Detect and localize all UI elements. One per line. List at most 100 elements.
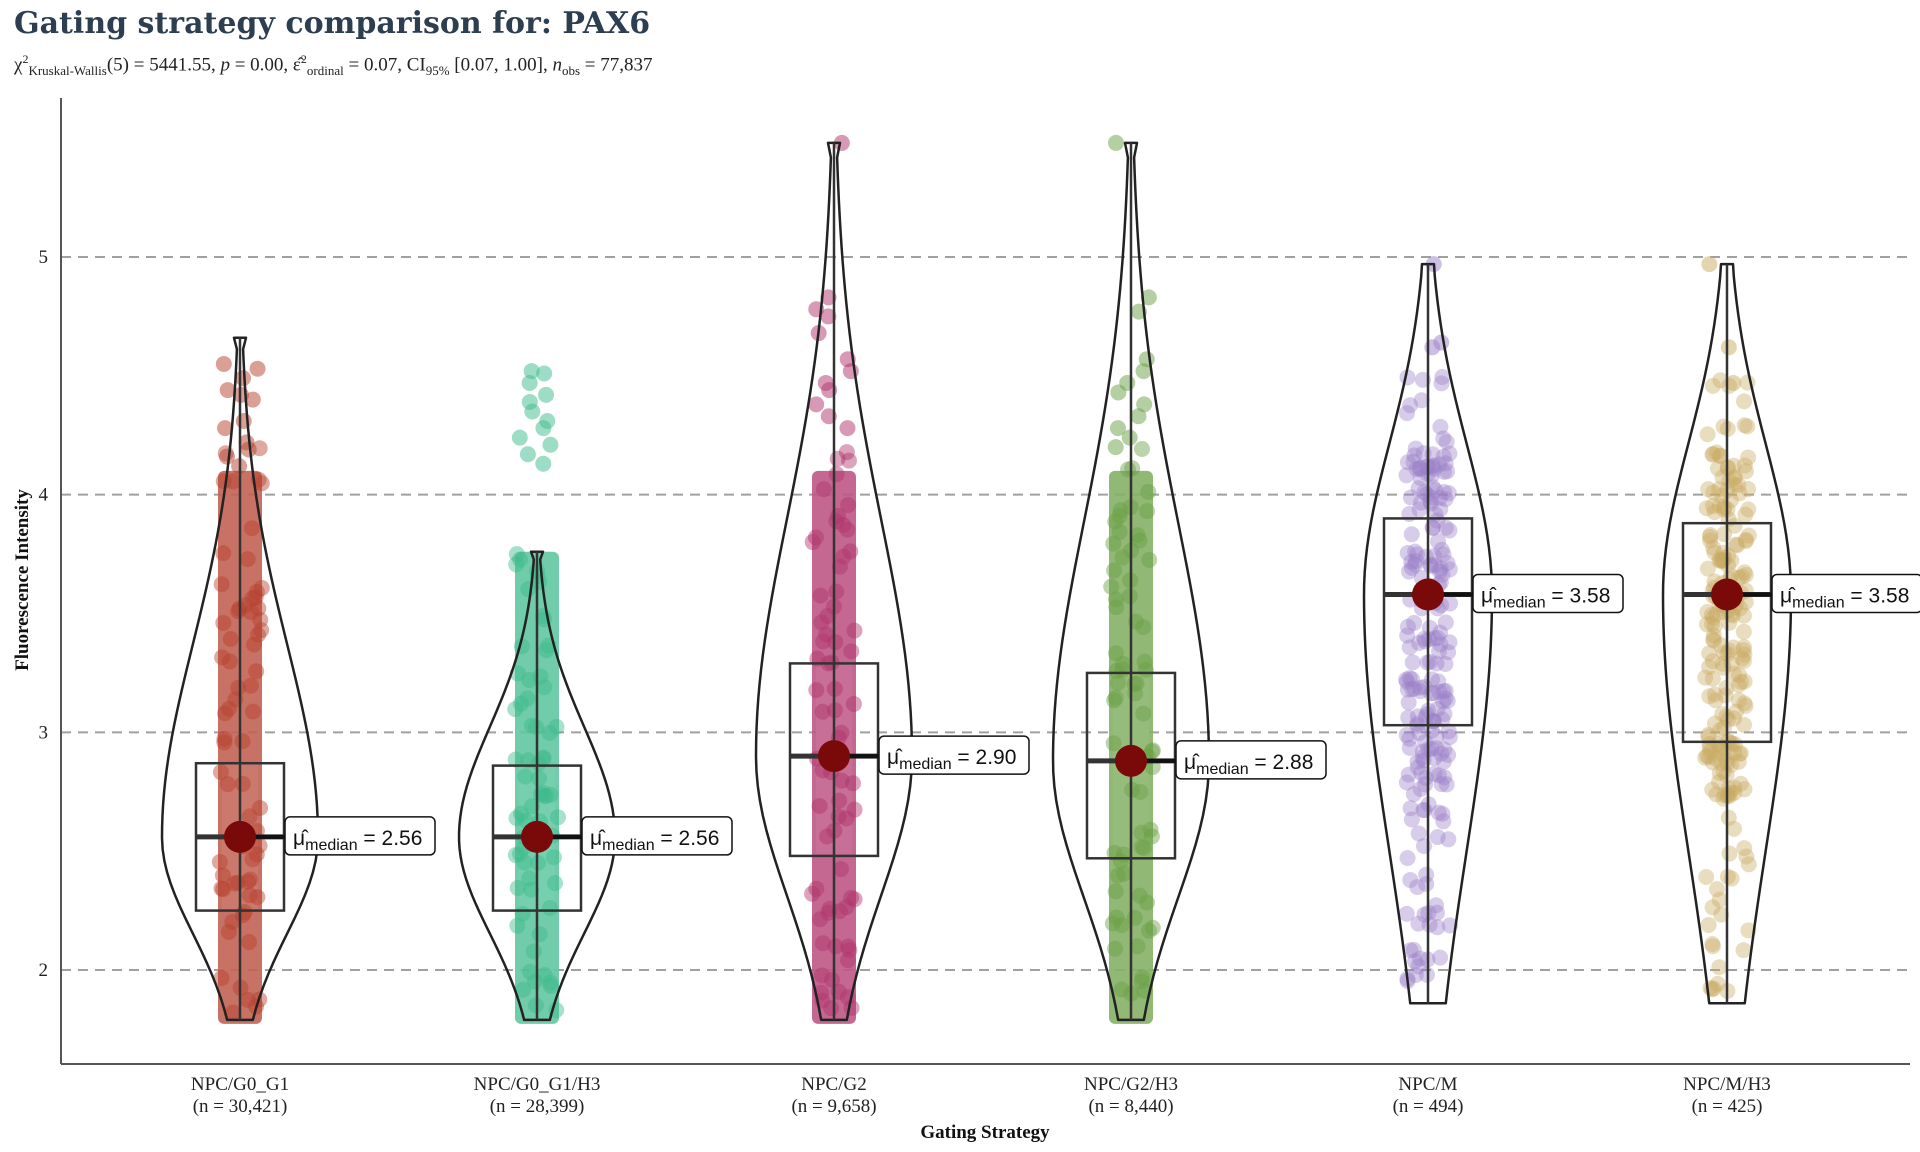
data-point [542,786,559,803]
data-point [545,849,562,866]
data-point [1401,670,1418,687]
data-point [214,649,231,666]
data-point [1422,489,1439,506]
data-point [1435,753,1452,770]
data-point [1404,654,1421,671]
outlier-point [1135,363,1152,380]
outlier-point [839,420,856,437]
data-point [1104,915,1121,932]
data-point [1704,615,1721,632]
data-point [1434,805,1451,822]
data-point [1412,679,1429,696]
data-point [1406,680,1423,697]
data-point [1702,527,1719,544]
data-point [249,889,266,906]
median-label-value: = 2.88 [1249,751,1314,774]
data-point [1432,560,1449,577]
data-point [1735,623,1752,640]
data-point [1113,981,1130,998]
data-point [224,913,241,930]
data-point [1704,653,1721,670]
data-point [814,935,831,952]
data-point [1114,655,1131,672]
outlier-point [235,412,252,429]
median-point [818,740,850,773]
outlier-point [217,420,234,437]
data-point [1440,831,1457,848]
data-point [1431,683,1448,700]
data-point [838,444,855,461]
outlier-point [219,382,236,399]
data-point [818,626,835,643]
data-point [1728,703,1745,720]
data-point [1426,548,1443,565]
data-point [1726,779,1743,796]
data-point [248,663,265,680]
data-point [219,776,236,793]
data-point [1414,749,1431,766]
data-point [1737,533,1754,550]
data-point [243,520,260,537]
data-point [1708,444,1725,461]
data-point [1713,906,1730,923]
data-point [1716,740,1733,757]
outlier-point [1130,408,1147,425]
data-point [843,643,860,660]
data-point [1710,773,1727,790]
data-point [808,682,825,699]
data-point [1133,824,1150,841]
data-point [1398,774,1415,791]
data-point [1740,449,1757,466]
median-label-box [1175,740,1327,780]
data-point [536,966,553,983]
data-point [1698,500,1715,517]
data-point [1437,491,1454,508]
data-point [1144,742,1161,759]
data-point [1731,666,1748,683]
data-point [1740,856,1757,873]
data-point [1705,627,1722,644]
data-point [1406,614,1423,631]
data-point [1430,533,1447,550]
data-point [1736,673,1753,690]
data-point [1417,709,1434,726]
data-point [226,875,243,892]
median-label-value: = 2.90 [952,746,1017,769]
data-point [828,466,845,483]
data-point [828,583,845,600]
median-point [1115,744,1147,777]
data-point [253,579,270,596]
data-point [1713,754,1730,771]
data-point [1737,531,1754,548]
data-point [1144,919,1161,936]
data-point [1399,850,1416,867]
data-point [1398,467,1415,484]
data-point [220,923,237,940]
data-point [215,545,232,562]
data-point [242,604,259,621]
n-symbol: n [552,54,562,76]
data-point [1740,527,1757,544]
data-point [1425,460,1442,477]
data-point [1698,869,1715,886]
data-point [541,899,558,916]
data-point [1726,470,1743,487]
data-point [1400,709,1417,726]
data-point [1405,453,1422,470]
data-point [252,799,269,816]
data-point [1725,639,1742,656]
data-point [1430,767,1447,784]
data-point [1409,715,1426,732]
data-point [1736,639,1753,656]
data-point [1737,506,1754,523]
data-point [813,614,830,631]
median-label-5: μ̂median = 3.58 [1472,573,1624,614]
data-point [1108,662,1125,679]
group-2 [457,363,617,1024]
data-point [1702,743,1719,760]
data-point [1726,476,1743,493]
data-point [1704,377,1721,394]
data-point [1705,980,1722,997]
data-point [1427,482,1444,499]
data-point [1409,546,1426,563]
